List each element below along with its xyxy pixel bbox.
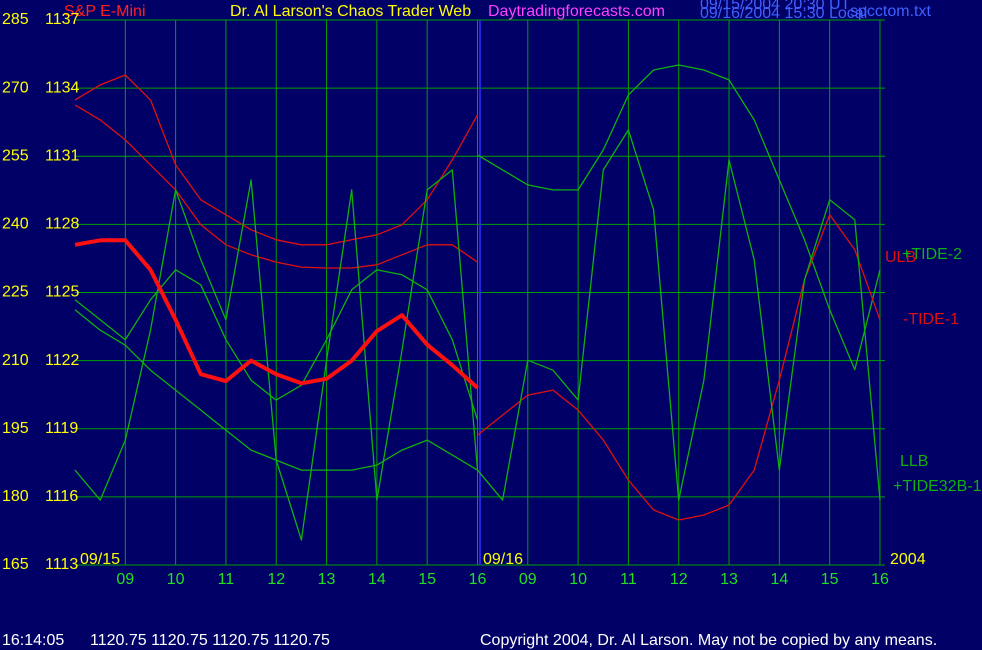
axis-labels: 1651801952102252402552702851113111611191… [2,11,982,588]
series-line [74,129,881,541]
x-tick-label: 12 [267,571,285,588]
x-tick-label: 10 [167,571,185,588]
x-tick-label: 09 [519,571,537,588]
series-line [74,74,479,246]
grid [75,19,885,566]
y2-tick-label: 1137 [45,11,80,28]
y-tick-label: 195 [2,420,29,437]
y2-tick-label: 1122 [45,352,80,369]
date-label: 2004 [890,551,926,568]
x-tick-label: 13 [318,571,336,588]
y2-tick-label: 1119 [45,420,78,437]
y-tick-label: 255 [2,147,29,164]
y2-tick-label: 1131 [45,147,80,164]
y-tick-label: 285 [2,11,29,28]
series-label: ULB [885,249,916,266]
file-name: spcctom.txt [850,3,931,20]
series-line [74,269,479,421]
x-tick-label: 12 [670,571,688,588]
x-tick-label: 14 [368,571,386,588]
series-label: LLB [900,453,928,470]
x-tick-label: 11 [620,571,637,588]
site: Daytradingforecasts.com [488,3,665,20]
copyright: Copyright 2004, Dr. Al Larson. May not b… [480,632,937,649]
series [74,64,881,541]
y2-tick-label: 1116 [45,488,78,505]
y-tick-label: 165 [2,556,29,573]
y-tick-label: 180 [2,488,29,505]
clock: 16:14:05 [2,632,64,649]
y2-tick-label: 1113 [45,556,78,573]
date-label: 09/15 [80,551,120,568]
x-tick-label: 13 [720,571,738,588]
y-tick-label: 225 [2,284,29,301]
x-tick-label: 16 [469,571,487,588]
title: Dr. Al Larson's Chaos Trader Web [230,3,471,20]
y-tick-label: 240 [2,216,29,233]
y2-tick-label: 1128 [45,216,80,233]
series-label: +TIDE32B-1 [893,478,982,495]
date-label: 09/16 [483,551,523,568]
series-label: +TIDE-2 [902,246,962,263]
x-tick-label: 15 [821,571,839,588]
x-tick-label: 11 [218,571,235,588]
y-tick-label: 270 [2,79,29,96]
series-label: -TIDE-1 [903,311,959,328]
time-ut: 09/15/2004 20:30 UT [700,0,851,13]
quotes: 1120.75 1120.75 1120.75 1120.75 [90,632,330,649]
y2-tick-label: 1125 [45,284,80,301]
series-line [74,104,478,269]
x-tick-label: 14 [770,571,788,588]
y-tick-label: 210 [2,352,29,369]
series-line [74,238,479,390]
y2-tick-label: 1134 [45,79,80,96]
x-tick-label: 16 [871,571,889,588]
series-line [477,214,881,521]
x-tick-label: 09 [116,571,134,588]
symbol: S&P E-Mini [64,3,146,20]
series-line [477,64,881,371]
x-tick-label: 15 [418,571,436,588]
time-local: 09/16/2004 15:30 Local [700,5,867,22]
x-tick-label: 10 [569,571,587,588]
